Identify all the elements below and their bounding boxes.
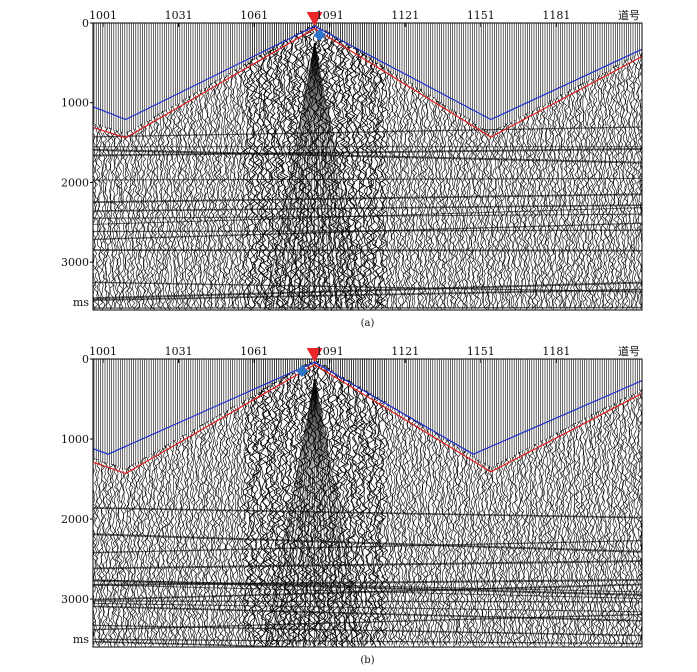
x-tick-label: 1061 xyxy=(240,9,268,22)
x-unit-label: 道号 xyxy=(618,8,640,22)
y-tick-label: 1000 xyxy=(61,433,89,446)
x-tick-label: 1121 xyxy=(391,9,419,22)
x-unit-label: 道号 xyxy=(618,344,640,358)
source-marker xyxy=(296,365,309,377)
y-tick-label: 0 xyxy=(82,17,89,30)
blue-series-line xyxy=(93,25,642,121)
y-tick-label: 0 xyxy=(82,353,89,366)
y-unit-label: ms xyxy=(73,296,89,309)
x-tick-label: 1091 xyxy=(316,9,344,22)
y-tick-label: 1000 xyxy=(61,97,89,110)
y-tick-label: 3000 xyxy=(61,593,89,606)
y-unit-label: ms xyxy=(73,633,89,646)
y-tick-label: 2000 xyxy=(61,513,89,526)
x-tick-label: 1091 xyxy=(316,345,344,358)
plot-frame xyxy=(92,358,643,648)
x-tick-label: 1031 xyxy=(165,9,193,22)
figure-caption: (a) xyxy=(361,318,375,329)
red-series-line xyxy=(93,27,642,139)
x-tick-label: 1181 xyxy=(542,345,570,358)
x-tick-label: 1151 xyxy=(467,345,495,358)
seismic-traces xyxy=(93,23,642,310)
x-tick-label: 1031 xyxy=(165,345,193,358)
seismic-traces xyxy=(93,359,642,647)
x-tick-label: 1121 xyxy=(391,345,419,358)
plot-frame xyxy=(92,22,643,311)
y-tick-label: 3000 xyxy=(61,256,89,269)
y-tick-label: 2000 xyxy=(61,176,89,189)
panel-b: 1001 1031 1061 1091 1121 1151 1181 道号 0 1000 2000 3… xyxy=(61,344,643,666)
x-tick-label: 1151 xyxy=(467,9,495,22)
figure-caption: (b) xyxy=(360,655,374,666)
x-tick-label: 1001 xyxy=(89,345,117,358)
panel-a: 1001 1031 1061 1091 1121 1151 1181 道号 0 1000 2000 3… xyxy=(61,8,643,329)
x-tick-label: 1181 xyxy=(542,9,570,22)
x-tick-label: 1001 xyxy=(89,9,117,22)
red-series-line xyxy=(93,363,642,475)
source-marker xyxy=(313,29,326,41)
x-tick-label: 1061 xyxy=(240,345,268,358)
blue-series-line xyxy=(93,361,642,455)
shot-marker xyxy=(306,12,323,26)
shot-marker xyxy=(306,348,323,362)
